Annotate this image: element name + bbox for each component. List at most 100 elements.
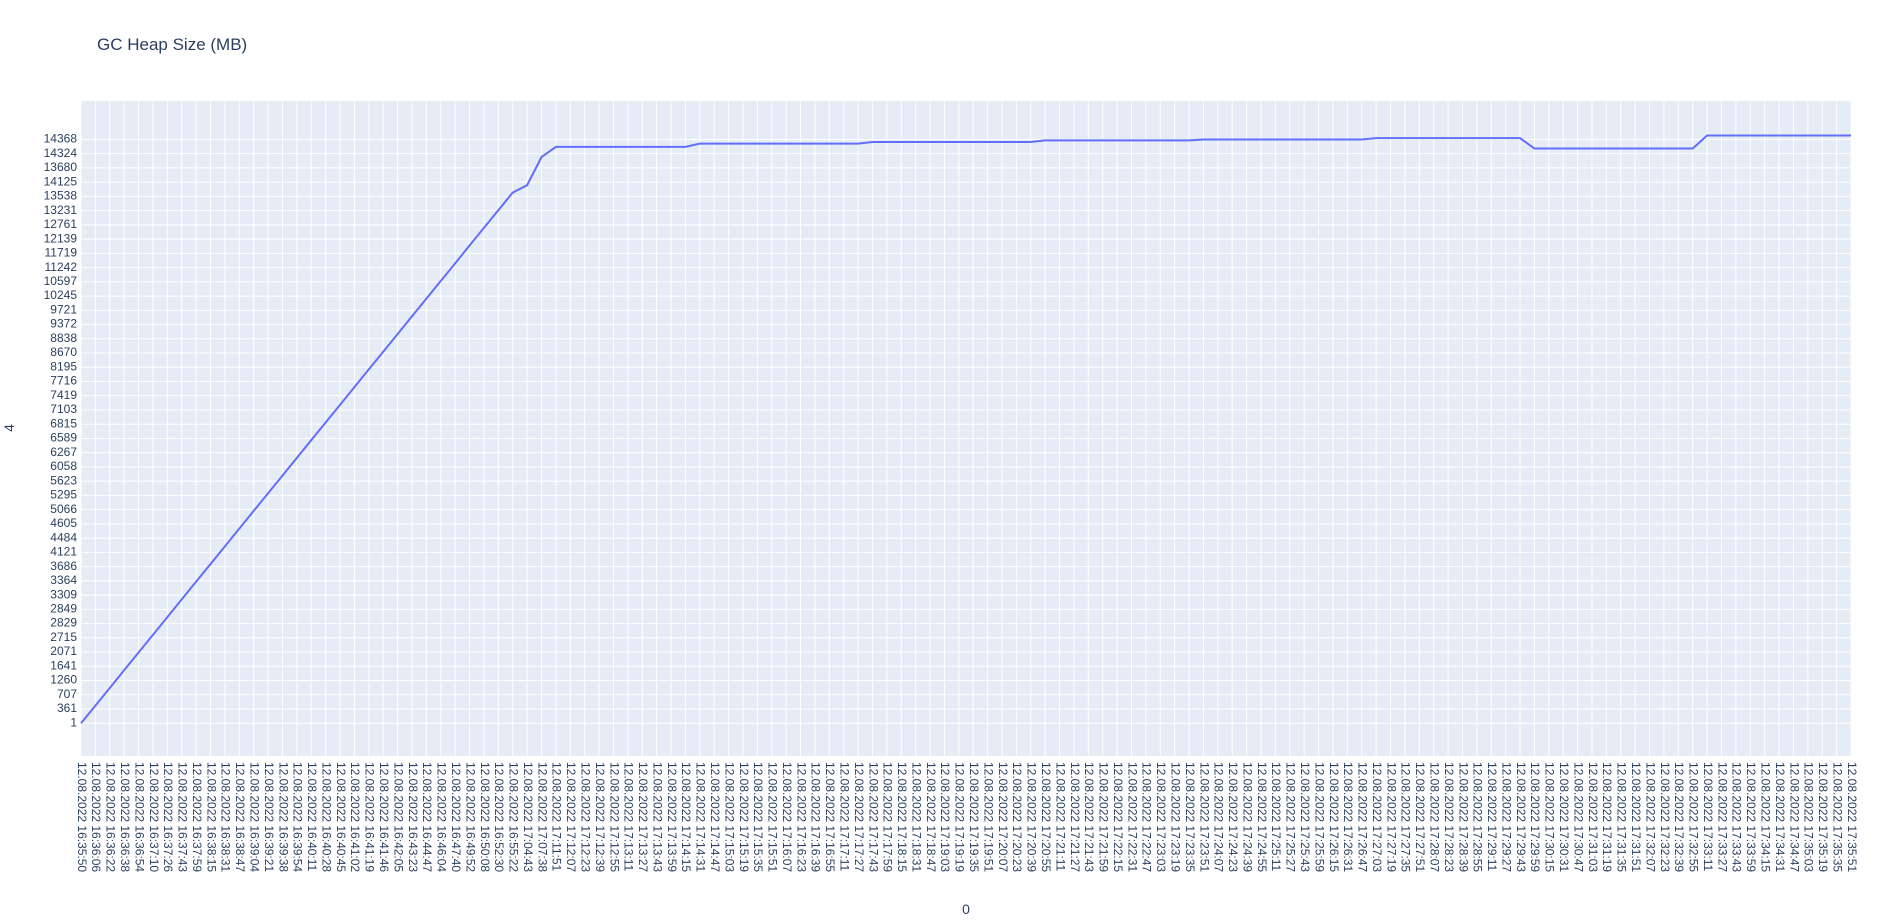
x-tick-label: 12.08.2022 17:17:27 (852, 762, 866, 872)
x-tick-label: 12.08.2022 17:35:35 (1830, 762, 1844, 872)
x-tick-label: 12.08.2022 17:14:31 (694, 762, 708, 872)
y-axis-title: 4 (1, 424, 17, 432)
x-tick-label: 12.08.2022 17:33:11 (1701, 762, 1715, 872)
x-tick-label: 12.08.2022 17:32:07 (1643, 762, 1657, 872)
x-tick-label: 12.08.2022 17:30:15 (1543, 762, 1557, 872)
x-tick-label: 12.08.2022 17:34:31 (1773, 762, 1787, 872)
y-tick-label: 7419 (50, 388, 77, 402)
y-tick-label: 5623 (50, 473, 77, 487)
x-axis-title: 0 (962, 901, 970, 917)
x-tick-label: 12.08.2022 16:55:22 (507, 762, 521, 872)
y-tick-label: 11719 (45, 246, 78, 260)
x-tick-label: 12.08.2022 17:29:11 (1485, 762, 1499, 872)
y-tick-label: 1 (70, 715, 77, 729)
x-tick-label: 12.08.2022 17:25:43 (1298, 762, 1312, 872)
x-tick-label: 12.08.2022 17:33:43 (1730, 762, 1744, 872)
y-tick-label: 7103 (50, 402, 77, 416)
x-tick-label: 12.08.2022 16:38:15 (204, 762, 218, 872)
x-tick-label: 12.08.2022 17:23:19 (1168, 762, 1182, 872)
x-tick-label: 12.08.2022 17:18:15 (895, 762, 909, 872)
x-tick-label: 12.08.2022 17:19:51 (981, 762, 995, 872)
y-tick-label: 9372 (50, 317, 77, 331)
y-tick-label: 4605 (50, 516, 77, 530)
x-tick-label: 12.08.2022 17:26:15 (1327, 762, 1341, 872)
x-tick-label: 12.08.2022 17:22:31 (1125, 762, 1139, 872)
x-tick-label: 12.08.2022 17:34:47 (1787, 762, 1801, 872)
y-tick-label: 13680 (44, 160, 78, 174)
x-tick-label: 12.08.2022 17:27:51 (1413, 762, 1427, 872)
x-tick-label: 12.08.2022 17:16:55 (823, 762, 837, 872)
x-tick-label: 12.08.2022 17:35:51 (1845, 762, 1859, 872)
x-tick-label: 12.08.2022 17:33:27 (1715, 762, 1729, 872)
x-tick-label: 12.08.2022 17:20:07 (996, 762, 1010, 872)
x-tick-label: 12.08.2022 17:15:51 (766, 762, 780, 872)
x-tick-label: 12.08.2022 17:16:23 (794, 762, 808, 872)
x-tick-label: 12.08.2022 17:27:35 (1399, 762, 1413, 872)
x-tick-label: 12.08.2022 17:24:39 (1240, 762, 1254, 872)
y-tick-label: 5066 (50, 502, 77, 516)
x-tick-label: 12.08.2022 17:20:55 (1039, 762, 1053, 872)
x-tick-label: 12.08.2022 17:26:47 (1356, 762, 1370, 872)
y-tick-label: 707 (57, 687, 77, 701)
x-tick-label: 12.08.2022 17:21:59 (1097, 762, 1111, 872)
x-tick-label: 12.08.2022 17:24:23 (1226, 762, 1240, 872)
x-tick-label: 12.08.2022 17:27:03 (1370, 762, 1384, 872)
x-tick-label: 12.08.2022 16:36:22 (104, 762, 118, 872)
y-tick-label: 10597 (44, 274, 78, 288)
y-tick-label: 3686 (50, 559, 77, 573)
x-tick-label: 12.08.2022 16:37:59 (190, 762, 204, 872)
x-tick-label: 12.08.2022 17:27:19 (1384, 762, 1398, 872)
x-tick-label: 12.08.2022 16:41:46 (377, 762, 391, 872)
x-tick-label: 12.08.2022 16:40:28 (319, 762, 333, 872)
x-tick-label: 12.08.2022 17:17:43 (866, 762, 880, 872)
x-tick-label: 12.08.2022 16:42:05 (391, 762, 405, 872)
x-tick-label: 12.08.2022 17:19:35 (967, 762, 981, 872)
x-tick-label: 12.08.2022 16:35:50 (75, 762, 89, 872)
x-tick-label: 12.08.2022 16:44:47 (420, 762, 434, 872)
x-tick-label: 12.08.2022 17:19:03 (938, 762, 952, 872)
x-tick-label: 12.08.2022 17:22:47 (1140, 762, 1154, 872)
x-tick-label: 12.08.2022 17:23:51 (1197, 762, 1211, 872)
x-tick-label: 12.08.2022 17:33:59 (1744, 762, 1758, 872)
y-tick-label: 4121 (50, 545, 77, 559)
x-tick-label: 12.08.2022 17:30:31 (1557, 762, 1571, 872)
x-tick-label: 12.08.2022 17:25:11 (1269, 762, 1283, 872)
x-tick-label: 12.08.2022 17:32:39 (1672, 762, 1686, 872)
x-tick-label: 12.08.2022 16:50:08 (478, 762, 492, 872)
x-tick-label: 12.08.2022 17:21:11 (1053, 762, 1067, 872)
x-tick-label: 12.08.2022 16:41:19 (363, 762, 377, 872)
x-tick-label: 12.08.2022 16:39:04 (248, 762, 262, 872)
x-tick-label: 12.08.2022 16:36:38 (118, 762, 132, 872)
x-tick-label: 12.08.2022 17:15:19 (737, 762, 751, 872)
x-tick-label: 12.08.2022 17:24:07 (1212, 762, 1226, 872)
x-tick-label: 12.08.2022 17:29:27 (1499, 762, 1513, 872)
y-tick-label: 12761 (44, 217, 78, 231)
x-tick-label: 12.08.2022 16:40:11 (305, 762, 319, 872)
grid (80, 101, 1852, 756)
x-tick-label: 12.08.2022 16:37:26 (161, 762, 175, 872)
x-tick-label: 12.08.2022 16:49:52 (463, 762, 477, 872)
y-tick-label: 2849 (50, 602, 77, 616)
y-tick-label: 7716 (50, 374, 77, 388)
x-tick-label: 12.08.2022 17:32:55 (1687, 762, 1701, 872)
x-tick-label: 12.08.2022 17:18:31 (909, 762, 923, 872)
x-tick-label: 12.08.2022 17:29:43 (1514, 762, 1528, 872)
x-tick-label: 12.08.2022 17:15:35 (751, 762, 765, 872)
y-tick-label: 6058 (50, 459, 77, 473)
x-tick-label: 12.08.2022 17:19:19 (953, 762, 967, 872)
y-tick-label: 6589 (50, 431, 77, 445)
x-tick-label: 12.08.2022 17:16:39 (809, 762, 823, 872)
x-tick-label: 12.08.2022 17:31:51 (1629, 762, 1643, 872)
x-tick-label: 12.08.2022 17:20:23 (1010, 762, 1024, 872)
y-tick-label: 2829 (50, 616, 77, 630)
x-tick-label: 12.08.2022 17:15:03 (722, 762, 736, 872)
y-tick-label: 13538 (44, 189, 78, 203)
x-tick-label: 12.08.2022 17:13:43 (650, 762, 664, 872)
y-tick-label: 5295 (50, 488, 77, 502)
x-tick-label: 12.08.2022 16:38:31 (219, 762, 233, 872)
y-tick-label: 12139 (44, 231, 78, 245)
x-tick-label: 12.08.2022 17:16:07 (780, 762, 794, 872)
x-tick-label: 12.08.2022 17:12:23 (578, 762, 592, 872)
x-tick-label: 12.08.2022 17:28:55 (1471, 762, 1485, 872)
